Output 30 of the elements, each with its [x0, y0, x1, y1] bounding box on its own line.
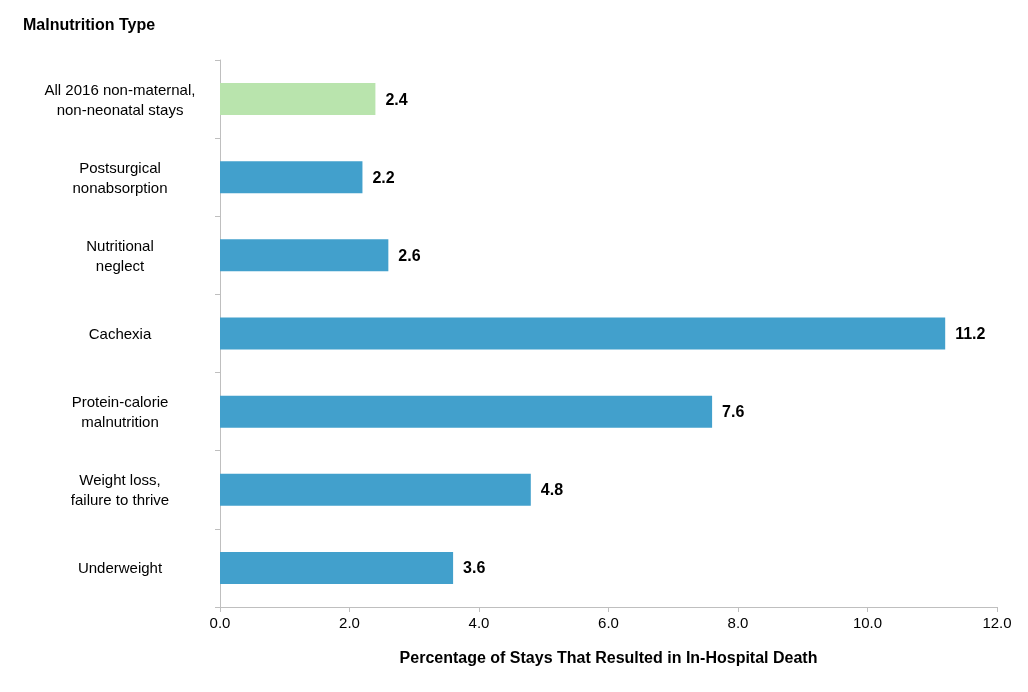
x-tick-label: 8.0 — [727, 614, 749, 631]
data-label: 4.8 — [540, 481, 564, 499]
bar — [220, 317, 946, 350]
x-tick-label: 2.0 — [339, 614, 360, 631]
data-label: 2.4 — [385, 90, 408, 108]
data-label: 2.2 — [372, 168, 395, 186]
bar — [220, 551, 454, 584]
x-tick-label: 6.0 — [598, 614, 619, 631]
x-tick-label: 10.0 — [852, 614, 883, 631]
data-label: 7.6 — [722, 403, 745, 421]
x-tick-label: 0.0 — [209, 614, 231, 631]
bar — [220, 83, 376, 116]
data-label: 2.6 — [398, 246, 421, 264]
y-tick-label: All 2016 non-maternal, non-neonatal stays — [44, 80, 196, 118]
y-axis-title: Malnutrition Type — [23, 15, 156, 33]
data-label: 3.6 — [463, 559, 486, 577]
bar — [220, 473, 531, 506]
bar — [220, 161, 363, 194]
x-tick-label: 12.0 — [982, 614, 1012, 631]
x-tick-label: 4.0 — [468, 614, 490, 631]
y-tick-label: Nutritional neglect — [86, 236, 154, 274]
bar — [220, 395, 713, 428]
y-tick-label: Cachexia — [88, 325, 152, 342]
y-tick-label: Postsurgical nonabsorption — [72, 158, 168, 196]
data-label: 11.2 — [955, 325, 986, 342]
y-tick-label: Weight loss, failure to thrive — [70, 471, 170, 509]
x-axis-title: Percentage of Stays That Resulted in In-Hospital Death — [399, 648, 818, 666]
y-tick-label: Protein-calorie malnutrition — [71, 393, 169, 431]
y-tick-label: Underweight — [77, 559, 163, 577]
bar — [220, 239, 389, 272]
